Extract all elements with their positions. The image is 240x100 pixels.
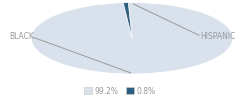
Wedge shape — [31, 3, 233, 74]
Legend: 99.2%, 0.8%: 99.2%, 0.8% — [81, 83, 159, 99]
Wedge shape — [123, 3, 132, 38]
Text: HISPANIC: HISPANIC — [200, 32, 235, 41]
Text: BLACK: BLACK — [10, 32, 35, 41]
